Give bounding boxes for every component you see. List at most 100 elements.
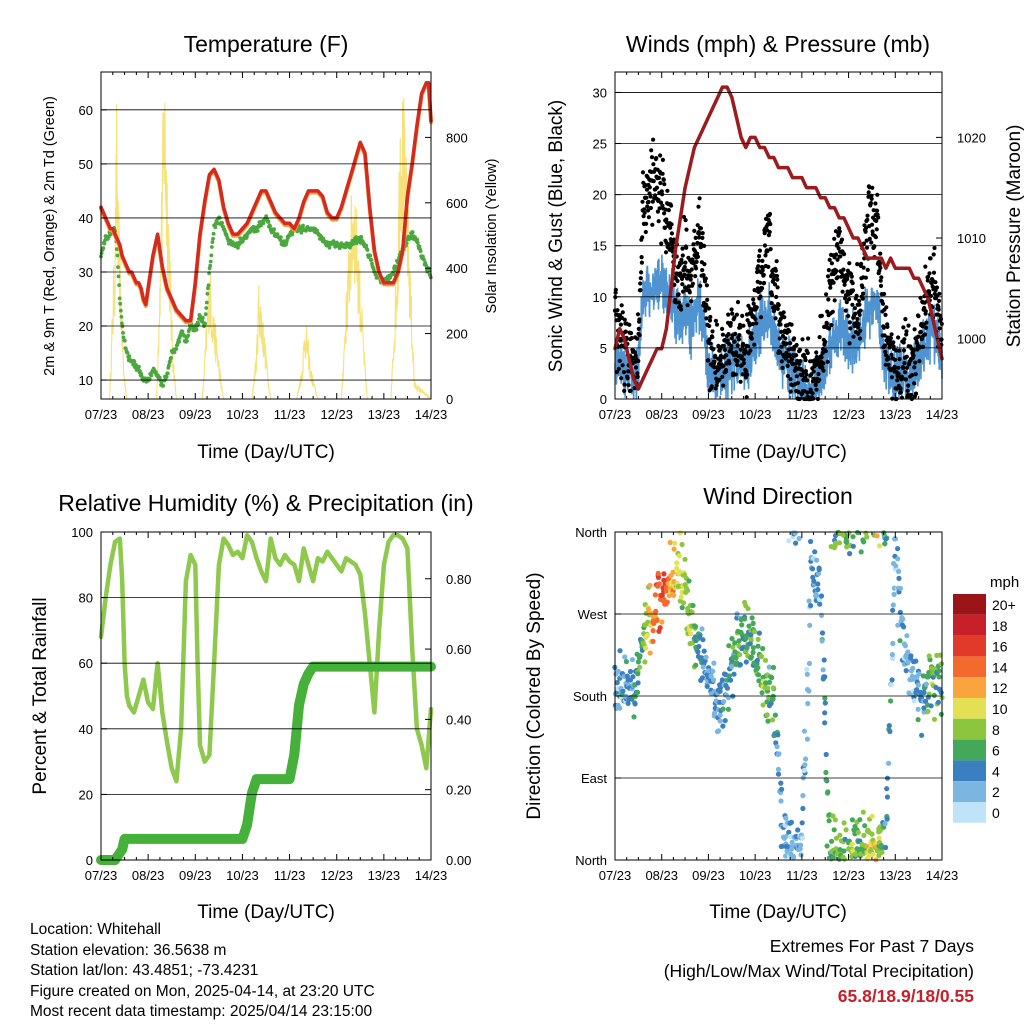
x-tick-label: 08/23 — [645, 407, 678, 422]
dewpoint-point — [164, 374, 169, 379]
gust-point — [681, 214, 687, 220]
wind-direction-point — [764, 699, 770, 705]
gust-point — [792, 336, 797, 341]
gust-point — [835, 257, 840, 262]
winds-title: Winds (mph) & Pressure (mb) — [626, 31, 930, 57]
gust-point — [901, 325, 906, 330]
wind-direction-point — [680, 600, 687, 606]
gust-point — [855, 316, 860, 322]
gust-point — [636, 358, 641, 364]
gust-point — [819, 355, 824, 360]
gust-point — [816, 371, 821, 377]
wind-direction-point — [915, 682, 922, 688]
gust-point — [874, 227, 879, 232]
wind-direction-point — [750, 645, 757, 651]
gust-point — [676, 292, 681, 297]
gust-point — [909, 392, 914, 398]
gust-point — [760, 286, 765, 291]
gust-point — [865, 213, 870, 218]
dewpoint-point — [210, 240, 215, 245]
wind-direction-point — [615, 668, 621, 674]
legend-swatch — [953, 656, 986, 678]
gust-point — [654, 156, 659, 161]
gust-point — [730, 311, 735, 316]
gust-point — [934, 285, 940, 290]
wind-direction-point — [697, 634, 703, 640]
wind-direction-point — [688, 631, 694, 637]
wind-direction-point — [664, 599, 670, 605]
y-tick-label: East — [581, 771, 607, 786]
wind-direction-point — [769, 675, 775, 681]
wind-direction-point — [884, 816, 890, 822]
wind-direction-point — [750, 620, 756, 627]
wind-direction-point — [815, 571, 822, 577]
extremes-title: Extremes For Past 7 Days — [769, 936, 974, 956]
y2-tick-label: 0 — [446, 392, 453, 407]
gust-point — [708, 341, 713, 346]
wind-direction-point — [861, 832, 867, 839]
wind-direction-point — [614, 680, 620, 686]
wind-direction-point — [756, 630, 763, 636]
wind-direction-point — [816, 566, 822, 573]
y2-tick-label: 800 — [446, 130, 468, 145]
gust-point — [628, 331, 634, 336]
gust-point — [758, 280, 763, 285]
gust-point — [835, 275, 840, 280]
wind-direction-point — [764, 712, 770, 718]
wind-direction-point — [789, 839, 795, 845]
gust-point — [721, 363, 726, 368]
gust-point — [658, 153, 663, 158]
gust-point — [644, 195, 649, 200]
dewpoint-point — [261, 221, 266, 226]
wind-direction-point — [635, 680, 641, 686]
x-tick-label: 12/23 — [832, 868, 865, 883]
gust-point — [889, 332, 894, 337]
wind-direction-point — [799, 820, 805, 826]
gust-point — [906, 323, 911, 328]
wind-direction-point — [719, 677, 726, 683]
x-tick-label: 09/23 — [179, 407, 212, 422]
gust-point — [855, 325, 861, 330]
gust-point — [769, 301, 774, 306]
wind-direction-point — [766, 679, 773, 686]
gust-point — [776, 303, 781, 308]
dewpoint-point — [206, 283, 211, 288]
legend-label: 16 — [992, 639, 1008, 655]
y2-tick-label: 1000 — [957, 332, 986, 347]
gust-point — [754, 305, 759, 310]
gust-point — [938, 313, 943, 318]
gust-point — [708, 314, 713, 320]
wind-direction-point — [938, 711, 944, 717]
gust-point — [850, 288, 856, 293]
wind-direction-point — [656, 581, 663, 587]
gust-point — [694, 259, 699, 264]
wind-direction-point — [878, 843, 885, 849]
gust-point — [788, 341, 793, 346]
gust-point — [693, 266, 699, 271]
gust-point — [622, 317, 627, 322]
gust-point — [775, 285, 780, 290]
wind-direction-point — [693, 624, 699, 630]
y-tick-label: South — [573, 689, 607, 704]
wind-direction-point — [936, 674, 942, 680]
wind-direction-point — [747, 641, 753, 647]
gust-point — [735, 358, 740, 364]
wind-direction-point — [850, 534, 856, 540]
y-tick-label: 15 — [593, 239, 607, 254]
wind-direction-point — [717, 688, 723, 694]
wind-direction-point — [737, 652, 743, 658]
dewpoint-point — [268, 224, 272, 229]
gust-point — [678, 304, 683, 309]
gust-point — [749, 336, 754, 341]
x-tick-label: 14/23 — [415, 407, 448, 422]
gust-point — [912, 365, 917, 370]
gust-point — [703, 308, 708, 313]
y2-tick-label: 0.80 — [446, 572, 471, 587]
station-elevation: Station elevation: 36.5638 m — [30, 941, 227, 959]
gust-point — [733, 331, 738, 336]
gust-point — [897, 348, 902, 353]
legend-label: 20+ — [992, 597, 1016, 613]
gust-point — [843, 308, 848, 313]
dewpoint-point — [127, 354, 132, 359]
gust-point — [789, 322, 794, 327]
